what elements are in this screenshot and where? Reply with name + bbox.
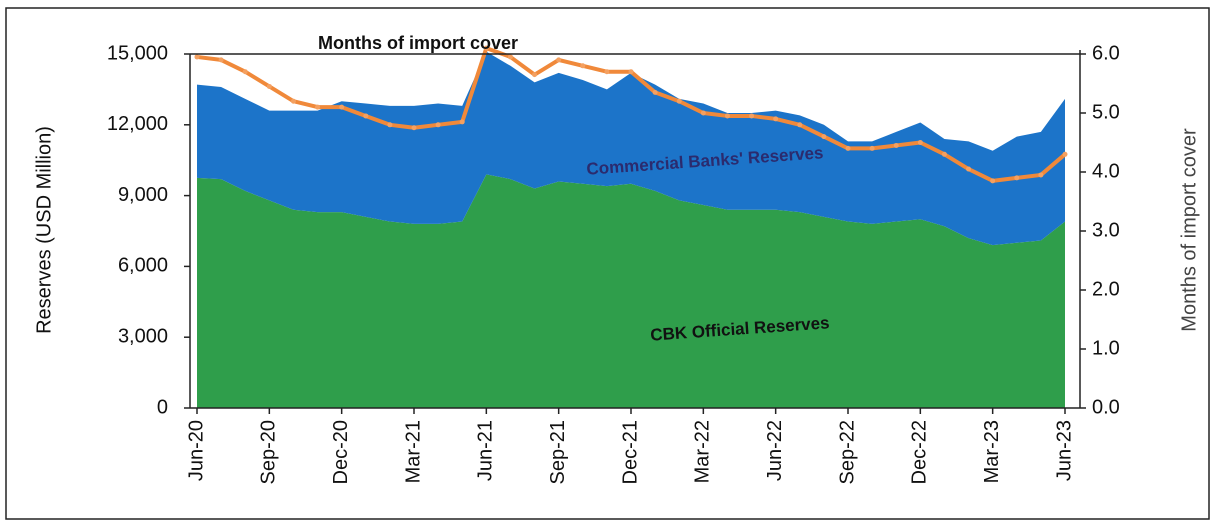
point: [821, 134, 827, 140]
x-tick-label: Mar-21: [402, 420, 424, 483]
point: [507, 54, 513, 60]
point: [363, 113, 369, 119]
point: [218, 57, 224, 63]
point: [966, 166, 972, 172]
y2-axis-title: Months of import cover: [1178, 128, 1200, 332]
y-tick-label: 9,000: [118, 184, 168, 206]
x-tick-label: Mar-22: [692, 420, 714, 483]
x-tick-label: Jun-21: [475, 420, 497, 481]
point: [315, 104, 321, 110]
y2-tick-label: 3.0: [1092, 219, 1120, 241]
area: [197, 51, 1065, 246]
y2-tick-label: 5.0: [1092, 101, 1120, 123]
point: [700, 110, 706, 116]
point: [724, 113, 730, 119]
y2-tick-label: 2.0: [1092, 278, 1120, 300]
x-tick-label: Dec-22: [909, 420, 931, 484]
y-tick-label: 0: [157, 396, 168, 418]
point: [194, 54, 200, 60]
y2-tick-label: 6.0: [1092, 42, 1120, 64]
point: [941, 151, 947, 157]
point: [580, 63, 586, 69]
point: [290, 98, 296, 104]
point: [483, 45, 489, 51]
frame: [5, 7, 1210, 520]
x-tick-label: Jun-23: [1053, 420, 1075, 481]
point: [266, 83, 272, 89]
point: [532, 72, 538, 78]
x-tick-label: Sep-21: [547, 420, 569, 485]
area: [197, 174, 1065, 408]
series-label: Months of import cover: [318, 33, 518, 53]
y-tick-label: 15,000: [107, 42, 168, 64]
x-tick-label: Jun-22: [764, 420, 786, 481]
point: [893, 142, 899, 148]
point: [676, 98, 682, 104]
point: [1062, 151, 1068, 157]
point: [749, 113, 755, 119]
point: [773, 116, 779, 122]
y2-tick-label: 1.0: [1092, 337, 1120, 359]
y2-tick-label: 4.0: [1092, 160, 1120, 182]
point: [242, 69, 248, 75]
x-tick-label: Dec-20: [330, 420, 352, 484]
point: [869, 145, 875, 151]
point: [652, 89, 658, 95]
point: [604, 69, 610, 75]
x-tick-label: Mar-23: [981, 420, 1003, 483]
point: [435, 122, 441, 128]
point: [556, 57, 562, 63]
x-tick-label: Sep-20: [258, 420, 280, 485]
point: [917, 140, 923, 145]
point: [339, 104, 345, 110]
point: [845, 145, 851, 151]
x-tick-label: Sep-22: [836, 420, 858, 485]
y-tick-label: 3,000: [118, 325, 168, 347]
x-tick-label: Dec-21: [619, 420, 641, 484]
point: [797, 122, 803, 128]
point: [459, 119, 465, 125]
y-tick-label: 12,000: [107, 113, 168, 135]
point: [628, 69, 634, 75]
plot-area: [194, 45, 1068, 408]
point: [1038, 172, 1044, 178]
y2-tick-label: 0.0: [1092, 396, 1120, 418]
y-axis-title: Reserves (USD Million): [33, 126, 55, 334]
point: [387, 122, 393, 128]
point: [1014, 175, 1020, 181]
x-tick-label: Jun-20: [185, 420, 207, 481]
y-tick-label: 6,000: [118, 255, 168, 277]
point: [990, 178, 996, 184]
point: [411, 125, 417, 131]
